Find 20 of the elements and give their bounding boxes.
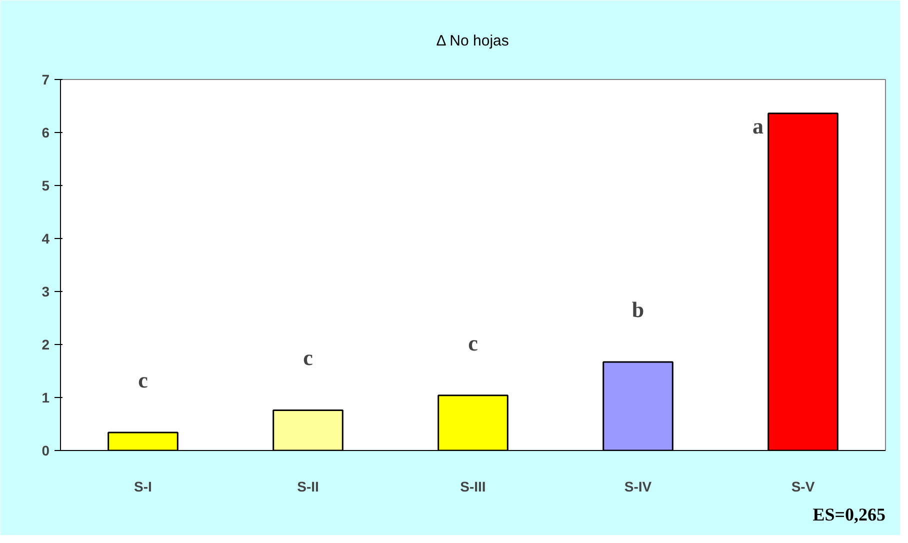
y-tick-label: 6 bbox=[42, 124, 50, 140]
annotation: b bbox=[632, 296, 644, 322]
y-tick-label: 2 bbox=[42, 336, 50, 352]
annotation: c bbox=[468, 330, 478, 356]
y-tick-label: 3 bbox=[42, 284, 50, 300]
y-tick-label: 5 bbox=[42, 178, 50, 194]
y-tick-label: 4 bbox=[42, 230, 50, 246]
x-tick-label: S-I bbox=[134, 478, 152, 494]
x-tick-label: S-III bbox=[460, 478, 486, 494]
chart-title: Δ No hojas bbox=[436, 32, 509, 50]
annotation: c bbox=[138, 367, 148, 392]
text: ES=0,265 bbox=[812, 504, 886, 524]
y-tick-label: 1 bbox=[42, 390, 50, 406]
y-tick-label: 7 bbox=[42, 72, 50, 88]
x-tick-label: S-II bbox=[297, 478, 319, 494]
annotation: a bbox=[752, 113, 764, 138]
x-tick-label: S-IV bbox=[624, 478, 652, 494]
x-tick-label: S-V bbox=[791, 478, 816, 494]
y-tick-label: 0 bbox=[42, 442, 50, 458]
annotation: c bbox=[303, 345, 314, 370]
